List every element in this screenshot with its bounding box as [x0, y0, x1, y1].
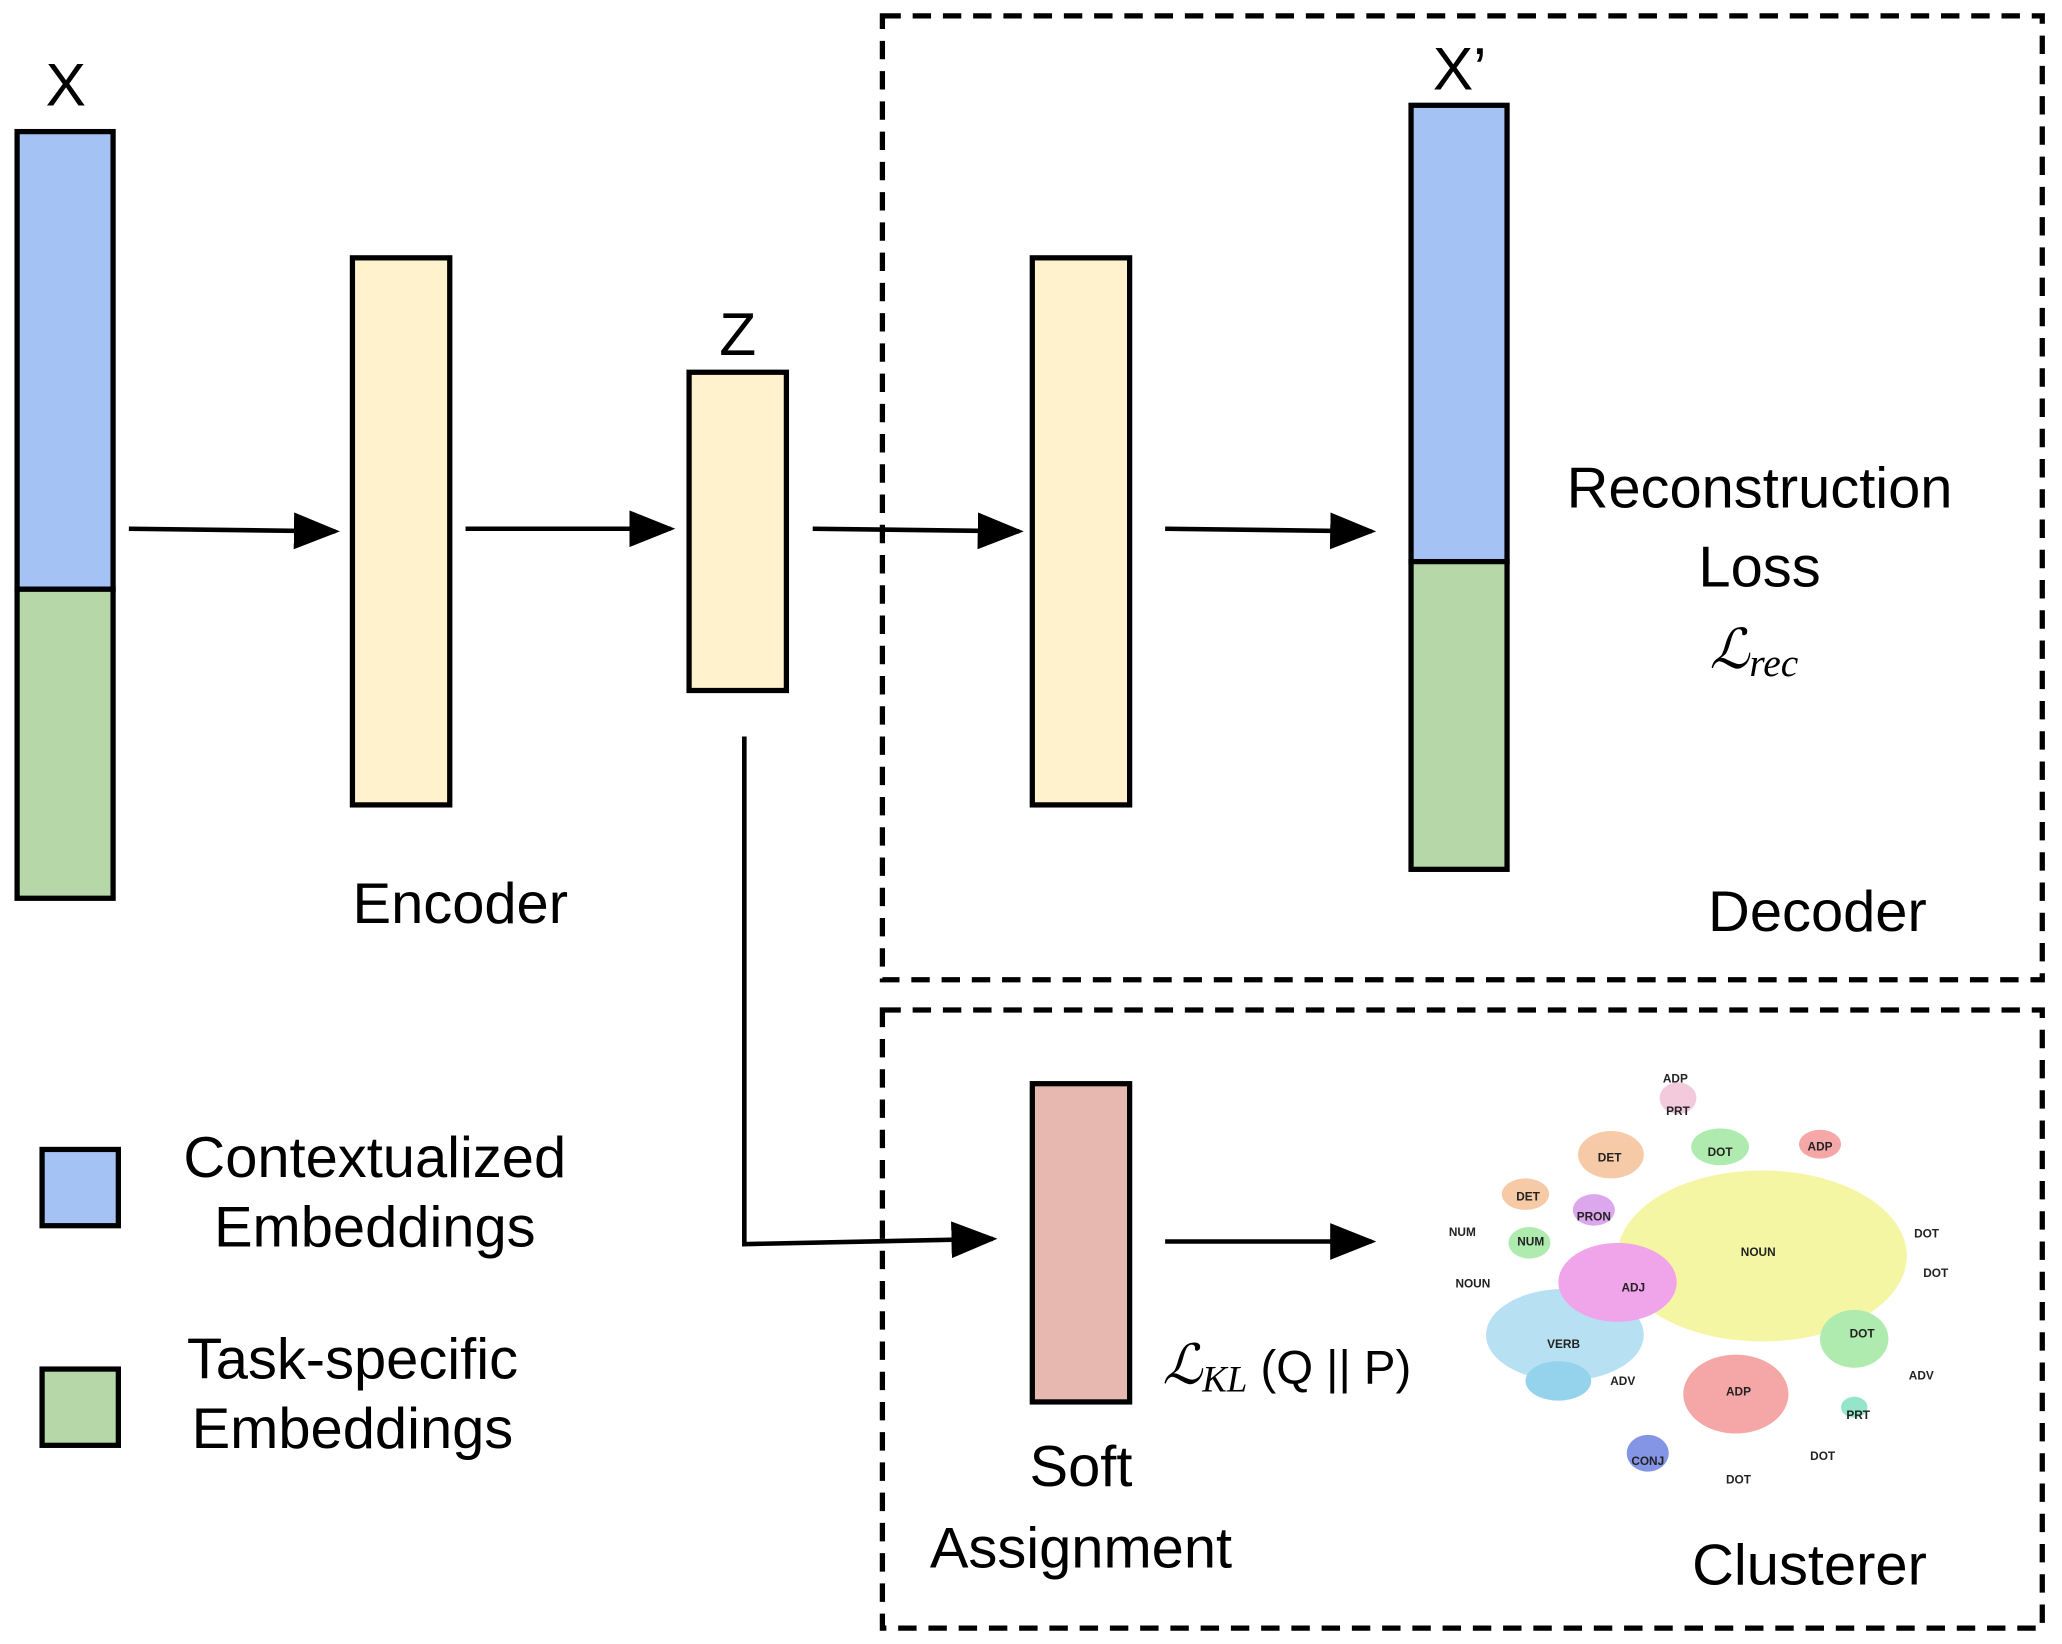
cluster-label: NOUN: [1455, 1277, 1490, 1291]
legend-text: Task-specific: [187, 1327, 518, 1391]
cluster-label: DOT: [1708, 1145, 1734, 1159]
loss-symbol: ℒrec: [1710, 619, 1799, 685]
cluster-label: DOT: [1914, 1227, 1940, 1241]
latent-block: [686, 369, 790, 694]
arrow: [812, 512, 1024, 550]
cluster-label: ADP: [1663, 1071, 1688, 1085]
cluster-label: NOUN: [1741, 1245, 1776, 1259]
legend-text: Contextualized: [183, 1126, 566, 1190]
cluster-label: DET: [1516, 1190, 1540, 1204]
cluster-label: VERB: [1547, 1337, 1580, 1351]
cluster-label: CONJ: [1631, 1454, 1664, 1468]
cluster-label: DOT: [1923, 1266, 1949, 1280]
decoder-region: [879, 13, 2045, 983]
cluster-label: NUM: [1517, 1234, 1544, 1248]
symbol: ℒ: [1710, 619, 1751, 680]
cluster-label: ADP: [1726, 1384, 1751, 1398]
argument: (Q || P): [1260, 1342, 1411, 1395]
cluster-label: PRT: [1846, 1408, 1870, 1422]
decoder-block: [1029, 255, 1133, 808]
cluster-label: DOT: [1850, 1327, 1876, 1341]
loss-text: Reconstruction: [1567, 457, 1953, 521]
legend-swatch: [39, 1366, 121, 1448]
soft-label: Soft: [1030, 1435, 1133, 1499]
cluster-label: DOT: [1726, 1472, 1752, 1486]
cluster-label: PRT: [1666, 1104, 1690, 1118]
encoder-label: Encoder: [353, 872, 569, 936]
clusterer-region: [879, 1007, 2045, 1631]
contextual-block: [14, 128, 116, 592]
cluster-labels: ADP PRT DET DOT ADP DET PRON NUM NUM NOU…: [1449, 1071, 1949, 1486]
output-contextual: [1408, 102, 1510, 565]
soft-assignment-block: [1029, 1081, 1133, 1405]
cluster-label: NUM: [1449, 1225, 1476, 1239]
cluster-label: ADV: [1610, 1374, 1635, 1388]
cluster-label: ADJ: [1621, 1280, 1645, 1294]
arrow: [1165, 512, 1377, 550]
subscript: KL: [1201, 1358, 1247, 1399]
encoder-block: [349, 255, 453, 808]
output-label: X’: [1433, 35, 1487, 103]
task-block: [14, 586, 116, 901]
cluster-label: DET: [1598, 1150, 1622, 1164]
legend-text: Embeddings: [214, 1196, 536, 1260]
cluster-label: ADP: [1808, 1140, 1833, 1154]
latent-label: Z: [719, 300, 756, 368]
clusterer-label: Clusterer: [1692, 1534, 1927, 1598]
legend-text: Embeddings: [192, 1397, 514, 1461]
cluster-label: DOT: [1810, 1449, 1836, 1463]
input-label: X: [46, 50, 86, 118]
subscript: rec: [1749, 641, 1798, 685]
legend-swatch: [39, 1146, 121, 1229]
loss-text: Loss: [1698, 536, 1820, 600]
arrow: [128, 512, 340, 550]
decoder-label: Decoder: [1708, 880, 1927, 944]
cluster-label: ADV: [1909, 1369, 1934, 1383]
cluster-label: PRON: [1577, 1209, 1611, 1223]
output-task: [1408, 558, 1510, 872]
soft-label: Assignment: [930, 1517, 1232, 1581]
cluster-plot: [1486, 1082, 1907, 1472]
symbol: ℒ: [1163, 1335, 1204, 1396]
arrow: [742, 736, 998, 1259]
kl-loss: ℒKL (Q || P): [1163, 1335, 1412, 1400]
